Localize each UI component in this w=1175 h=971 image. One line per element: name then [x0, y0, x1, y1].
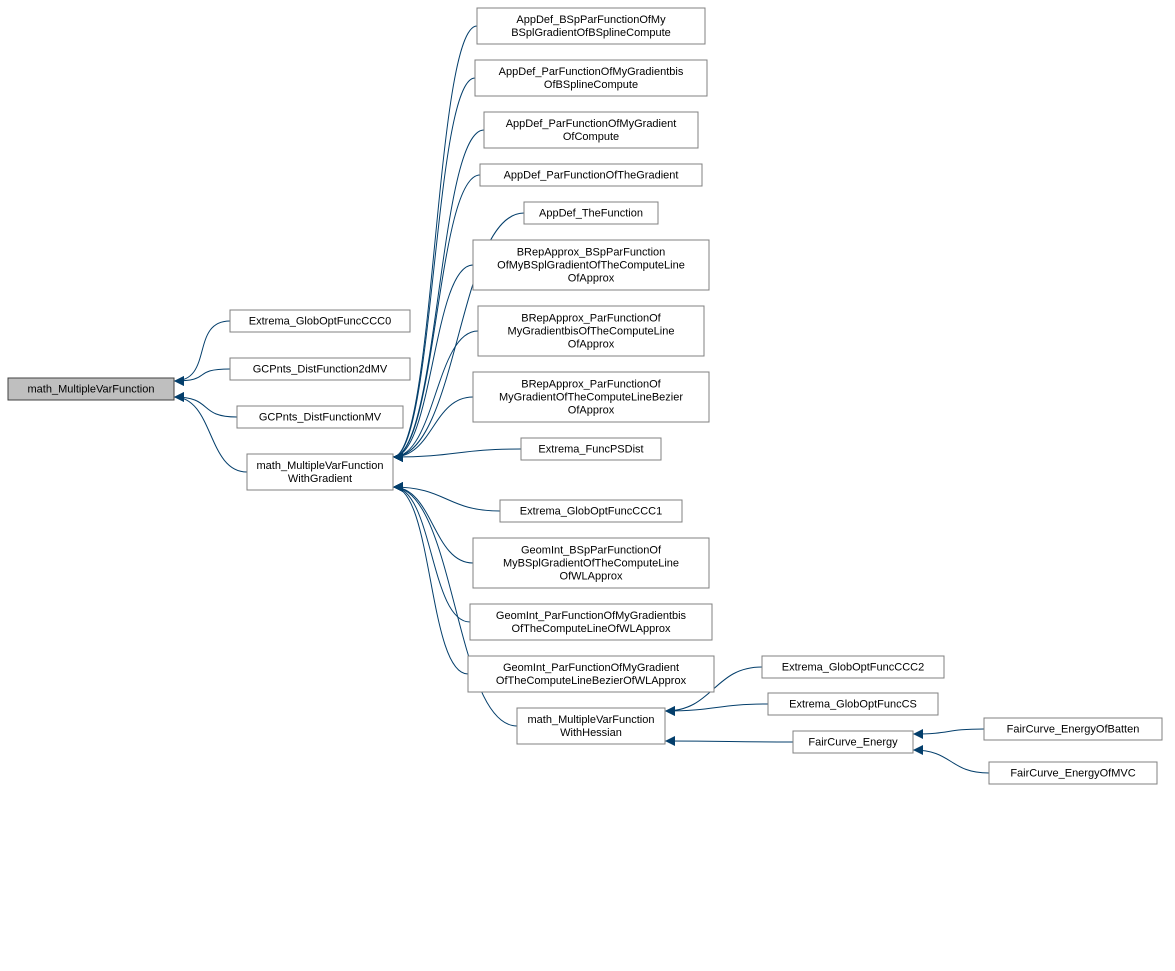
node-label-n7-line1: MyGradientbisOfTheComputeLine	[508, 325, 675, 337]
node-label-n9-line0: Extrema_FuncPSDist	[538, 443, 643, 455]
node-label-n3-line1: OfCompute	[563, 131, 619, 143]
node-label-n13-line0: GeomInt_ParFunctionOfMyGradient	[503, 662, 679, 674]
node-n3[interactable]: AppDef_ParFunctionOfMyGradientOfCompute	[484, 112, 698, 148]
node-h2[interactable]: Extrema_GlobOptFuncCS	[768, 693, 938, 715]
node-mwh[interactable]: math_MultipleVarFunctionWithHessian	[517, 708, 665, 744]
node-n13[interactable]: GeomInt_ParFunctionOfMyGradientOfTheComp…	[468, 656, 714, 692]
node-label-n6-line2: OfApprox	[568, 272, 615, 284]
node-label-h1-line0: Extrema_GlobOptFuncCCC2	[782, 661, 924, 673]
node-label-n6-line0: BRepApprox_BSpParFunction	[517, 246, 666, 258]
edge-n11-to-mwg	[393, 487, 473, 563]
arrowhead-f1-to-h3	[913, 729, 923, 739]
node-n10[interactable]: Extrema_GlobOptFuncCCC1	[500, 500, 682, 522]
edge-g_ccc0-to-root	[174, 321, 230, 381]
edge-n1-to-mwg	[393, 26, 477, 457]
node-mwg[interactable]: math_MultipleVarFunctionWithGradient	[247, 454, 393, 490]
node-label-g_ccc0-line0: Extrema_GlobOptFuncCCC0	[249, 315, 391, 327]
node-label-mwg-line1: WithGradient	[288, 473, 352, 485]
arrowhead-g_d2d-to-root	[174, 376, 184, 386]
arrowhead-n9-to-mwg	[393, 452, 403, 462]
node-label-n12-line0: GeomInt_ParFunctionOfMyGradientbis	[496, 610, 687, 622]
arrowhead-h2-to-mwh	[665, 706, 675, 716]
class-hierarchy-diagram: math_MultipleVarFunction Extrema_GlobOptF…	[0, 0, 1175, 971]
edge-h3-to-mwh	[665, 741, 793, 742]
node-label-n8-line2: OfApprox	[568, 404, 615, 416]
node-g_dmv[interactable]: GCPnts_DistFunctionMV	[237, 406, 403, 428]
edge-n12-to-mwg	[393, 487, 470, 622]
node-label-n10-line0: Extrema_GlobOptFuncCCC1	[520, 505, 662, 517]
node-n5[interactable]: AppDef_TheFunction	[524, 202, 658, 224]
node-label-n7-line2: OfApprox	[568, 338, 615, 350]
node-label-h3-line0: FairCurve_Energy	[808, 736, 898, 748]
node-root[interactable]: math_MultipleVarFunction	[8, 378, 174, 400]
node-n4[interactable]: AppDef_ParFunctionOfTheGradient	[480, 164, 702, 186]
edge-f1-to-h3	[913, 729, 984, 734]
node-label-n13-line1: OfTheComputeLineBezierOfWLApprox	[496, 675, 687, 687]
arrowhead-h3-to-mwh	[665, 736, 675, 746]
node-label-n11-line0: GeomInt_BSpParFunctionOf	[521, 544, 662, 556]
node-label-n11-line2: OfWLApprox	[560, 570, 623, 582]
node-label-n2-line0: AppDef_ParFunctionOfMyGradientbis	[499, 66, 684, 78]
node-n1[interactable]: AppDef_BSpParFunctionOfMyBSplGradientOfB…	[477, 8, 705, 44]
edge-n9-to-mwg	[393, 449, 521, 457]
node-label-f1-line0: FairCurve_EnergyOfBatten	[1007, 723, 1140, 735]
edge-mwg-to-root	[174, 397, 247, 472]
node-f2[interactable]: FairCurve_EnergyOfMVC	[989, 762, 1157, 784]
node-label-n5-line0: AppDef_TheFunction	[539, 207, 643, 219]
edge-f2-to-h3	[913, 750, 989, 773]
node-n9[interactable]: Extrema_FuncPSDist	[521, 438, 661, 460]
arrowhead-f2-to-h3	[913, 745, 923, 755]
node-label-n3-line0: AppDef_ParFunctionOfMyGradient	[506, 118, 677, 130]
node-label-n2-line1: OfBSplineCompute	[544, 79, 638, 91]
node-n11[interactable]: GeomInt_BSpParFunctionOfMyBSplGradientOf…	[473, 538, 709, 588]
node-label-g_dmv-line0: GCPnts_DistFunctionMV	[259, 411, 382, 423]
node-label-f2-line0: FairCurve_EnergyOfMVC	[1010, 767, 1135, 779]
node-label-n8-line0: BRepApprox_ParFunctionOf	[521, 378, 661, 390]
node-g_d2d[interactable]: GCPnts_DistFunction2dMV	[230, 358, 410, 380]
edge-n2-to-mwg	[393, 78, 475, 457]
node-n8[interactable]: BRepApprox_ParFunctionOfMyGradientOfTheC…	[473, 372, 709, 422]
node-label-n6-line1: OfMyBSplGradientOfTheComputeLine	[497, 259, 685, 271]
node-n2[interactable]: AppDef_ParFunctionOfMyGradientbisOfBSpli…	[475, 60, 707, 96]
node-n7[interactable]: BRepApprox_ParFunctionOfMyGradientbisOfT…	[478, 306, 704, 356]
edge-h2-to-mwh	[665, 704, 768, 711]
node-label-h2-line0: Extrema_GlobOptFuncCS	[789, 698, 917, 710]
node-label-n8-line1: MyGradientOfTheComputeLineBezier	[499, 391, 683, 403]
node-n6[interactable]: BRepApprox_BSpParFunctionOfMyBSplGradien…	[473, 240, 709, 290]
node-label-n1-line0: AppDef_BSpParFunctionOfMy	[516, 14, 666, 26]
arrowhead-mwg-to-root	[174, 392, 184, 402]
node-label-n4-line0: AppDef_ParFunctionOfTheGradient	[504, 169, 679, 181]
node-label-n7-line0: BRepApprox_ParFunctionOf	[521, 312, 661, 324]
node-g_ccc0[interactable]: Extrema_GlobOptFuncCCC0	[230, 310, 410, 332]
node-label-mwg-line0: math_MultipleVarFunction	[257, 460, 384, 472]
node-h1[interactable]: Extrema_GlobOptFuncCCC2	[762, 656, 944, 678]
arrowhead-mwh-to-mwg	[393, 482, 403, 492]
node-h3[interactable]: FairCurve_Energy	[793, 731, 913, 753]
node-label-root-line0: math_MultipleVarFunction	[28, 383, 155, 395]
node-label-n1-line1: BSplGradientOfBSplineCompute	[511, 27, 671, 39]
node-label-n12-line1: OfTheComputeLineOfWLApprox	[512, 623, 671, 635]
node-label-mwh-line0: math_MultipleVarFunction	[528, 714, 655, 726]
node-label-mwh-line1: WithHessian	[560, 727, 622, 739]
node-f1[interactable]: FairCurve_EnergyOfBatten	[984, 718, 1162, 740]
edge-n13-to-mwg	[393, 487, 468, 674]
node-n12[interactable]: GeomInt_ParFunctionOfMyGradientbisOfTheC…	[470, 604, 712, 640]
node-label-n11-line1: MyBSplGradientOfTheComputeLine	[503, 557, 679, 569]
node-label-g_d2d-line0: GCPnts_DistFunction2dMV	[253, 363, 388, 375]
